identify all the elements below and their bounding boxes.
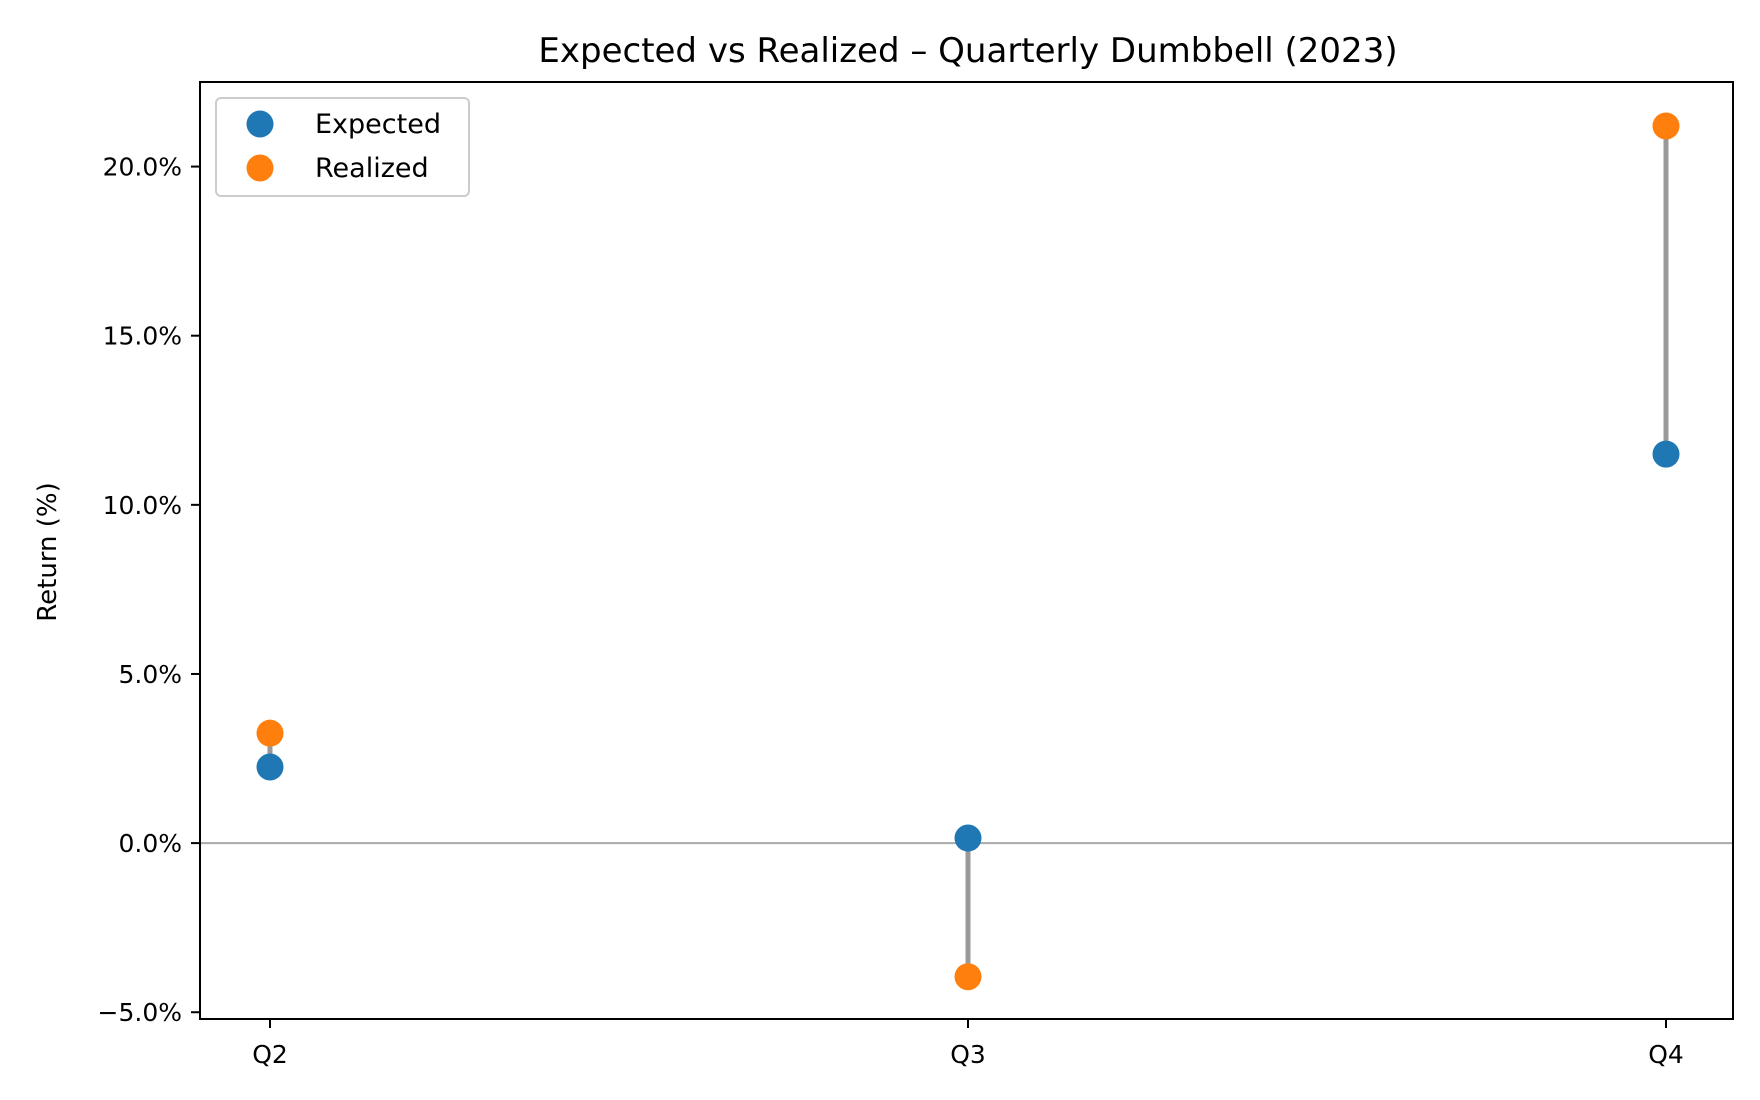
legend-label-expected: Expected (315, 109, 441, 140)
x-tick-label: Q4 (1648, 1040, 1684, 1069)
expected-point-q4 (1652, 440, 1680, 468)
realized-point-q4 (1652, 112, 1680, 140)
chart-title: Expected vs Realized – Quarterly Dumbbel… (538, 31, 1397, 71)
legend-marker-realized (246, 154, 274, 182)
realized-point-q2 (256, 719, 284, 747)
x-tick-label: Q2 (252, 1040, 288, 1069)
realized-point-q3 (954, 963, 982, 991)
y-tick-label: 10.0% (103, 491, 182, 520)
expected-point-q3 (954, 824, 982, 852)
y-axis-label: Return (%) (33, 482, 63, 622)
plot-area: −5.0% 0.0% 5.0% 10.0% 15.0% 20.0% Q2 Q3 Q4 Expect… (98, 81, 1734, 1069)
legend-label-realized: Realized (315, 153, 429, 184)
x-tick-label: Q3 (950, 1040, 986, 1069)
expected-point-q2 (256, 753, 284, 781)
y-tick-label: −5.0% (98, 998, 182, 1027)
legend-marker-expected (246, 110, 274, 138)
legend-box (215, 97, 470, 197)
axes-frame (199, 81, 1734, 1020)
y-tick-label: 5.0% (118, 660, 182, 689)
y-tick-label: 15.0% (103, 322, 182, 351)
y-tick-label: 20.0% (103, 153, 182, 182)
y-tick-label: 0.0% (118, 829, 182, 858)
